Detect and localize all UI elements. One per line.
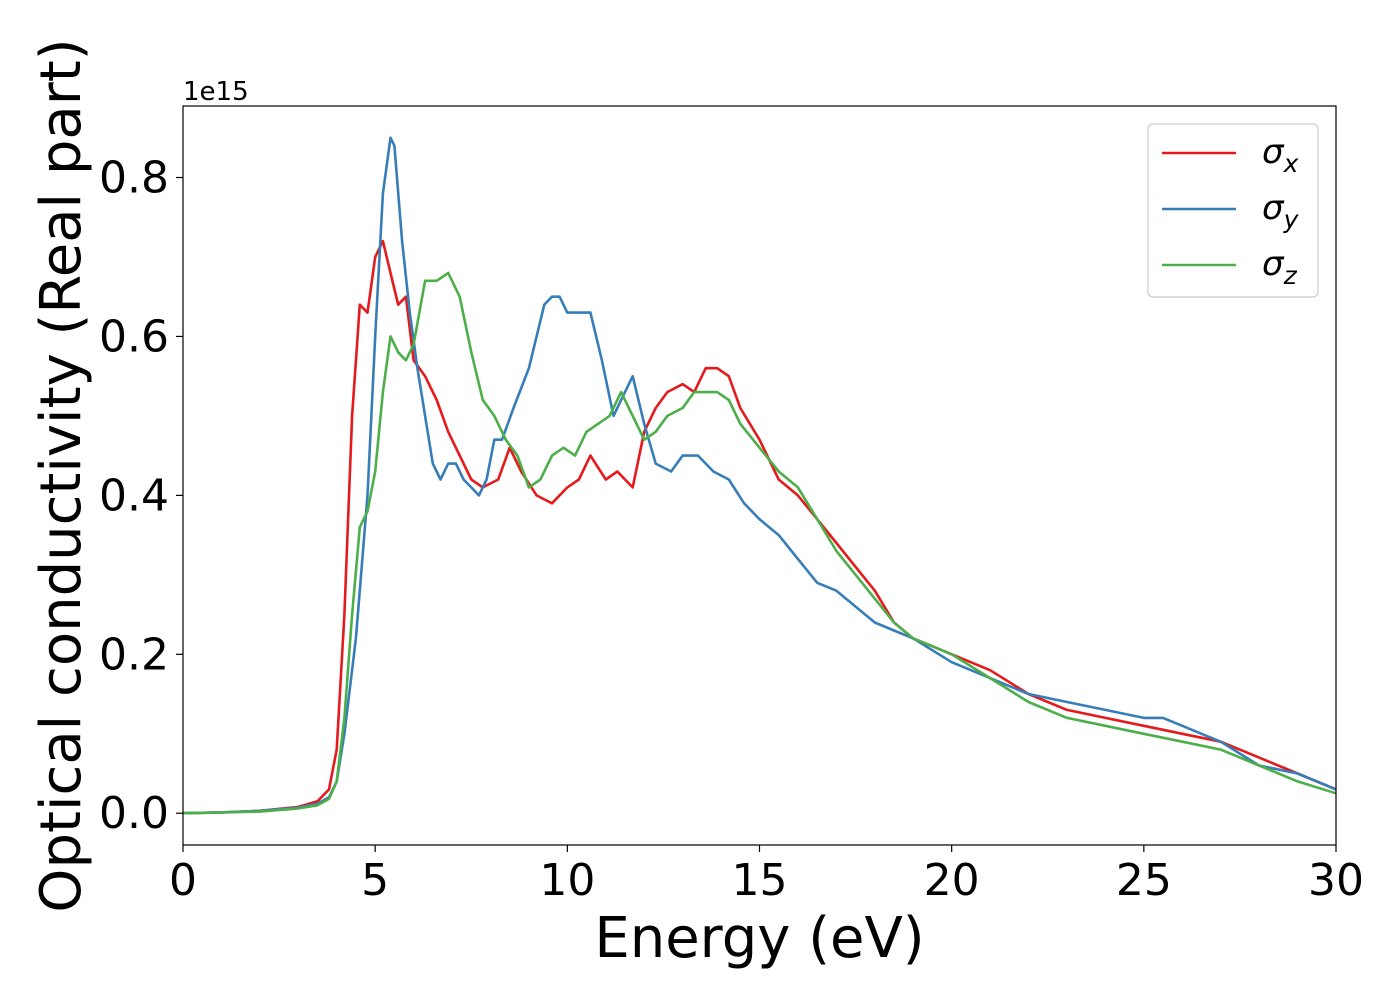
x-tick-label: 30 [1308, 855, 1364, 906]
y-tick-label: 0.2 [99, 629, 169, 680]
y-offset-label: 1e15 [183, 77, 249, 107]
legend-item-y: σy [1162, 188, 1300, 234]
y-tick-label: 0.8 [99, 153, 169, 204]
legend-box [1147, 123, 1319, 298]
series-line-z [183, 271, 1336, 815]
series-layer [183, 136, 1336, 815]
y-axis-title: Optical conductivity (Real part) [29, 38, 94, 912]
x-tick-label: 5 [361, 855, 389, 906]
legend: σx σy σz [1147, 123, 1319, 298]
x-tick-label: 15 [732, 855, 788, 906]
y-tick-label: 0.6 [99, 311, 169, 362]
y-tick-label: 0.0 [99, 788, 169, 839]
series-line-y [183, 136, 1336, 815]
x-axis: 0 5 10 15 20 25 30 [169, 845, 1364, 906]
y-axis: 0.0 0.2 0.4 0.6 0.8 [99, 153, 183, 839]
legend-item-z: σz [1162, 244, 1298, 290]
legend-label: σx [1262, 132, 1299, 178]
x-tick-label: 10 [539, 855, 595, 906]
legend-item-x: σx [1162, 132, 1299, 178]
x-axis-title: Energy (eV) [594, 906, 924, 971]
x-tick-label: 25 [1116, 855, 1172, 906]
x-tick-label: 20 [924, 855, 980, 906]
y-tick-label: 0.4 [99, 470, 169, 521]
x-tick-label: 0 [169, 855, 197, 906]
legend-label: σy [1262, 188, 1300, 234]
legend-label: σz [1262, 244, 1298, 290]
